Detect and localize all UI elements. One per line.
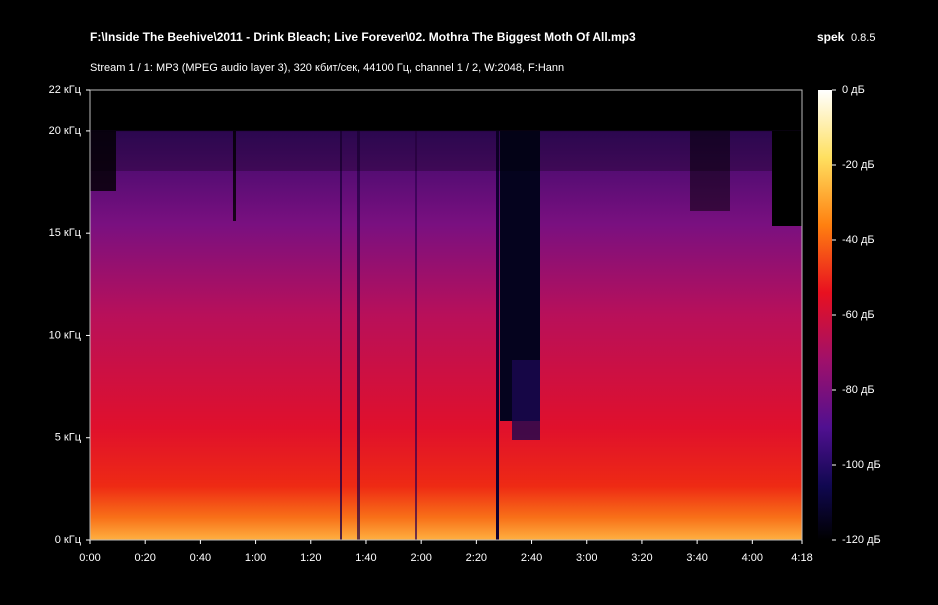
x-tick-label: 2:20 — [466, 552, 487, 564]
colorbar-tick-label: -20 дБ — [842, 159, 875, 171]
colorbar-tick-label: 0 дБ — [842, 84, 865, 96]
y-tick-label: 15 кГц — [49, 227, 82, 239]
x-tick-label: 3:20 — [631, 552, 652, 564]
x-tick-label: 2:40 — [521, 552, 542, 564]
app-version: 0.8.5 — [851, 32, 875, 44]
colorbar-tick-label: -100 дБ — [842, 459, 881, 471]
x-tick-label: 0:20 — [134, 552, 155, 564]
stream-info: Stream 1 / 1: MP3 (MPEG audio layer 3), … — [90, 62, 564, 74]
colorbar-tick-label: -40 дБ — [842, 234, 875, 246]
colorbar — [818, 90, 832, 540]
file-title: F:\Inside The Beehive\2011 - Drink Bleac… — [90, 30, 636, 44]
colorbar-tick-label: -60 дБ — [842, 309, 875, 321]
y-tick-label: 0 кГц — [55, 534, 82, 546]
x-tick-label: 0:00 — [79, 552, 100, 564]
x-tick-label: 4:00 — [742, 552, 763, 564]
x-tick-label: 3:00 — [576, 552, 597, 564]
x-tick-label: 0:40 — [190, 552, 211, 564]
spectrogram — [90, 90, 802, 540]
y-tick-label: 5 кГц — [55, 432, 82, 444]
x-tick-label: 1:00 — [245, 552, 266, 564]
y-tick-label: 22 кГц — [49, 84, 82, 96]
colorbar-tick-label: -120 дБ — [842, 534, 881, 546]
colorbar-tick-label: -80 дБ — [842, 384, 875, 396]
y-tick-label: 20 кГц — [49, 125, 82, 137]
x-tick-label: 1:40 — [355, 552, 376, 564]
y-tick-label: 10 кГц — [49, 329, 82, 341]
x-tick-label: 2:00 — [410, 552, 431, 564]
x-tick-label: 1:20 — [300, 552, 321, 564]
x-tick-label: 3:40 — [686, 552, 707, 564]
plot-frame — [89, 89, 803, 541]
x-tick-label: 4:18 — [791, 552, 812, 564]
app-name: spek — [817, 30, 845, 44]
